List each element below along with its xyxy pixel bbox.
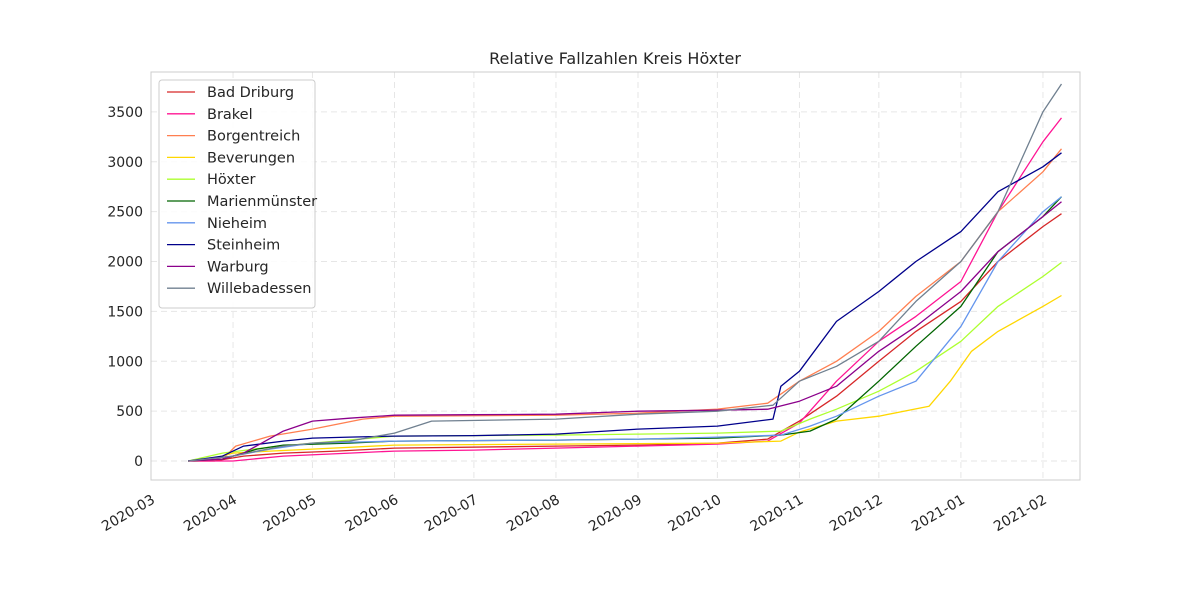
legend-label: Höxter: [207, 172, 256, 188]
y-tick-label: 1500: [107, 304, 143, 320]
y-tick-label: 0: [134, 454, 143, 470]
y-tick-label: 1000: [107, 354, 143, 370]
x-tick-label: 2021-01: [909, 492, 968, 535]
x-tick-label: 2020-08: [504, 492, 563, 535]
legend-label: Willebadessen: [207, 281, 311, 297]
series-line: [188, 117, 1063, 462]
series-line: [188, 213, 1062, 462]
legend-label: Warburg: [207, 259, 269, 275]
legend-label: Brakel: [207, 107, 253, 123]
x-tick-label: 2020-10: [666, 492, 725, 535]
legend-label: Borgentreich: [207, 129, 300, 145]
legend-label: Steinheim: [207, 238, 280, 254]
y-axis: 0 500 1000 1500 2000 2500 3000 3500: [107, 105, 143, 470]
series-line: [188, 196, 1062, 462]
series-line: [188, 201, 1062, 462]
x-axis: 2020-03 2020-04 2020-05 2020-06 2020-07 2020-…: [99, 492, 1050, 535]
x-tick-label: 2020-03: [99, 492, 158, 535]
legend-label: Nieheim: [207, 216, 267, 232]
series-line: [188, 196, 1062, 462]
plot-area-frame: [150, 71, 1081, 481]
y-tick-label: 2500: [107, 205, 143, 221]
series-line: [188, 294, 1062, 462]
x-tick-label: 2020-07: [422, 492, 481, 535]
y-tick-label: 3000: [107, 155, 143, 171]
x-tick-label: 2021-02: [991, 492, 1050, 535]
x-tick-label: 2020-12: [827, 492, 886, 535]
y-tick-label: 3500: [107, 105, 143, 121]
x-tick-label: 2020-09: [586, 492, 645, 535]
x-tick-label: 2020-05: [261, 492, 320, 535]
series-line: [188, 152, 1062, 462]
legend-label: Beverungen: [207, 150, 295, 166]
y-tick-label: 500: [116, 404, 143, 420]
x-tick-label: 2020-06: [343, 492, 402, 535]
series-layer: [187, 83, 1063, 462]
legend-label: Bad Driburg: [207, 85, 294, 101]
legend-label: Marienmünster: [207, 194, 317, 210]
x-tick-label: 2020-04: [181, 492, 240, 535]
y-tick-label: 2000: [107, 255, 143, 271]
legend-frame: [158, 79, 316, 309]
series-line: [188, 83, 1063, 462]
x-tick-label: 2020-11: [748, 492, 807, 535]
chart-title: Relative Fallzahlen Kreis Höxter: [489, 49, 741, 68]
legend: Bad Driburg Brakel Borgentreich Beverungen H…: [158, 79, 317, 309]
